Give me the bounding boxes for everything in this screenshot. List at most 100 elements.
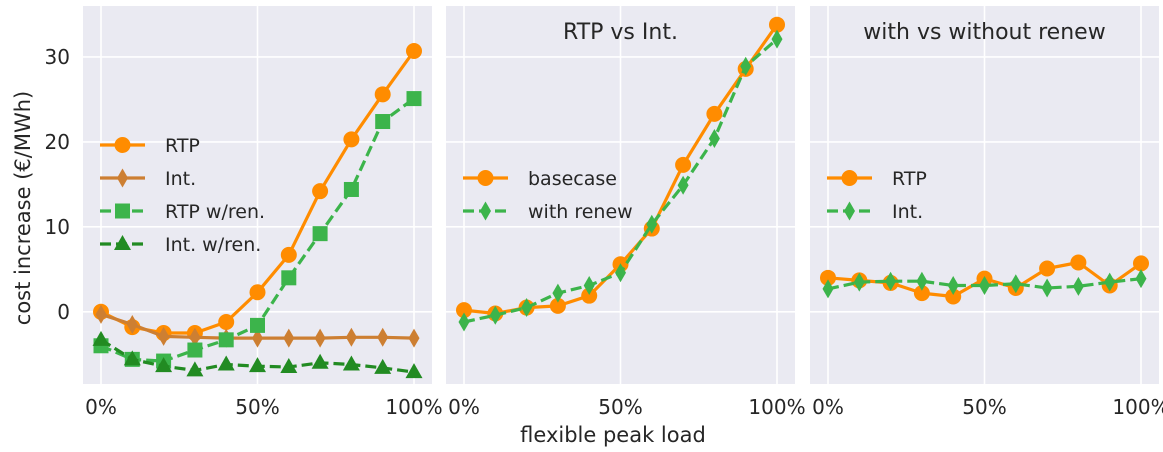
x-axis-label: flexible peak load bbox=[520, 423, 706, 447]
panel-title: with vs without renew bbox=[863, 20, 1105, 45]
x-tick-label: 0% bbox=[812, 395, 844, 419]
data-point bbox=[947, 275, 959, 295]
data-point bbox=[1070, 254, 1087, 271]
data-point bbox=[250, 317, 265, 333]
data-point bbox=[489, 305, 501, 325]
data-point bbox=[126, 315, 138, 335]
legend-marker bbox=[117, 168, 128, 188]
legend: RTP Int. bbox=[827, 168, 927, 223]
data-point bbox=[283, 328, 295, 348]
panel-title: RTP vs Int. bbox=[563, 20, 678, 45]
data-point bbox=[280, 246, 297, 263]
data-point bbox=[187, 342, 203, 358]
x-tick-label: 50% bbox=[962, 395, 1006, 419]
series-int-w-ren- bbox=[92, 330, 423, 379]
data-point bbox=[123, 350, 141, 366]
data-point bbox=[406, 43, 422, 60]
data-point bbox=[885, 271, 897, 291]
data-point bbox=[820, 269, 836, 286]
data-point bbox=[343, 181, 359, 197]
data-point bbox=[456, 302, 472, 319]
data-point bbox=[521, 298, 533, 318]
data-point bbox=[677, 175, 689, 195]
data-point bbox=[708, 129, 720, 149]
x-tick-label: 50% bbox=[598, 395, 642, 419]
legend-marker bbox=[480, 201, 491, 221]
x-tick-label: 100% bbox=[1112, 395, 1163, 419]
legend-marker bbox=[114, 137, 131, 153]
data-point bbox=[280, 358, 298, 374]
legend-marker bbox=[115, 203, 130, 219]
data-point bbox=[406, 91, 422, 107]
data-point bbox=[706, 105, 723, 122]
data-point bbox=[646, 214, 658, 234]
data-point bbox=[218, 332, 234, 348]
data-point bbox=[1010, 274, 1022, 294]
data-point bbox=[375, 114, 391, 130]
y-tick-label: 30 bbox=[45, 45, 70, 69]
legend-label: with renew bbox=[528, 201, 633, 223]
data-point bbox=[186, 361, 204, 377]
legend: RTP Int. RTP w/ren. Int. w/ren. bbox=[100, 135, 265, 256]
legend-label: Int. bbox=[892, 201, 923, 223]
legend-label: Int. w/ren. bbox=[165, 234, 261, 256]
data-point bbox=[1133, 255, 1149, 272]
data-point bbox=[549, 297, 566, 314]
data-point bbox=[405, 363, 423, 379]
data-point bbox=[1039, 260, 1056, 277]
legend-label: RTP bbox=[892, 168, 927, 190]
data-point bbox=[1072, 276, 1084, 296]
data-point bbox=[249, 284, 266, 301]
data-point bbox=[217, 355, 235, 371]
y-axis-label: cost increase (€/MWh) bbox=[11, 91, 35, 325]
data-point bbox=[615, 263, 626, 283]
x-tick-label: 0% bbox=[448, 395, 480, 419]
y-tick-label: 0 bbox=[57, 300, 70, 324]
data-point bbox=[312, 183, 329, 200]
data-point bbox=[769, 16, 785, 33]
data-point bbox=[916, 271, 928, 291]
data-point bbox=[374, 86, 391, 103]
legend-marker bbox=[477, 170, 494, 186]
data-point bbox=[342, 355, 360, 371]
data-point bbox=[1135, 269, 1147, 289]
data-point bbox=[740, 56, 752, 76]
series-with-renew bbox=[458, 29, 783, 332]
data-point bbox=[945, 288, 962, 305]
data-point bbox=[675, 156, 692, 173]
data-point bbox=[95, 304, 107, 324]
data-point bbox=[189, 327, 201, 347]
panel-3: 0% 50% 100% with vs without renew RTP Int. bbox=[810, 6, 1163, 419]
legend-marker bbox=[114, 235, 131, 250]
data-point bbox=[458, 312, 470, 332]
data-point bbox=[92, 330, 110, 346]
data-point bbox=[583, 275, 595, 295]
legend: basecase with renew bbox=[463, 168, 633, 223]
data-point bbox=[314, 328, 326, 348]
legend-label: RTP bbox=[165, 135, 200, 157]
data-point bbox=[249, 357, 266, 373]
data-point bbox=[377, 327, 389, 347]
x-tick-label: 100% bbox=[385, 395, 442, 419]
data-point bbox=[155, 357, 173, 373]
data-point bbox=[552, 283, 564, 303]
data-point bbox=[822, 279, 834, 299]
legend-label: Int. bbox=[165, 168, 196, 190]
y-tick-label: 20 bbox=[45, 130, 70, 154]
x-tick-label: 0% bbox=[85, 395, 117, 419]
data-point bbox=[345, 327, 357, 347]
data-point bbox=[771, 29, 783, 49]
series-line bbox=[827, 277, 1142, 291]
data-point bbox=[1041, 278, 1053, 298]
data-point bbox=[343, 131, 360, 148]
panel-1: 0% 50% 100% 0 10 20 30 RTP Int. RTP w/ren. Int. w/… bbox=[45, 6, 443, 419]
series-int- bbox=[822, 269, 1147, 299]
data-point bbox=[311, 353, 329, 369]
data-point bbox=[218, 313, 235, 330]
data-point bbox=[853, 272, 865, 292]
legend-label: RTP w/ren. bbox=[165, 201, 265, 223]
legend-marker bbox=[841, 170, 858, 186]
data-point bbox=[374, 358, 392, 374]
data-point bbox=[1104, 272, 1116, 292]
